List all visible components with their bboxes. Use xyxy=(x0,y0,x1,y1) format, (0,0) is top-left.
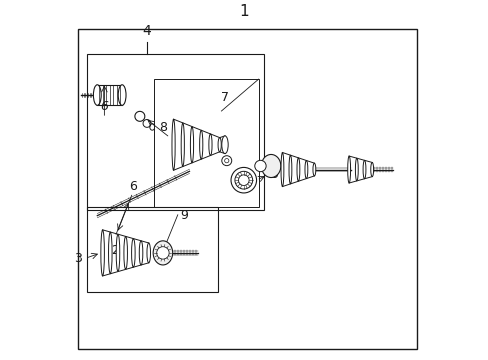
Ellipse shape xyxy=(190,127,193,163)
Ellipse shape xyxy=(118,85,126,105)
Text: 5: 5 xyxy=(270,168,279,181)
Ellipse shape xyxy=(312,163,315,176)
Text: 6: 6 xyxy=(128,180,137,193)
Bar xyxy=(86,207,218,292)
Ellipse shape xyxy=(281,153,284,186)
Ellipse shape xyxy=(199,130,203,159)
Ellipse shape xyxy=(153,241,172,265)
Bar xyxy=(86,54,264,210)
Ellipse shape xyxy=(218,138,221,152)
Text: 7: 7 xyxy=(221,91,229,104)
Ellipse shape xyxy=(181,123,184,167)
Text: 1: 1 xyxy=(239,4,249,19)
Text: 6: 6 xyxy=(100,100,108,113)
Ellipse shape xyxy=(363,160,365,179)
Bar xyxy=(154,79,258,207)
Ellipse shape xyxy=(222,136,228,154)
Ellipse shape xyxy=(305,161,307,179)
Ellipse shape xyxy=(123,237,127,269)
Text: 8: 8 xyxy=(159,121,166,134)
Circle shape xyxy=(254,160,265,172)
Ellipse shape xyxy=(208,134,212,156)
Ellipse shape xyxy=(93,85,101,105)
Ellipse shape xyxy=(230,167,256,193)
Ellipse shape xyxy=(172,119,175,170)
Ellipse shape xyxy=(355,158,358,181)
Ellipse shape xyxy=(156,247,169,259)
Ellipse shape xyxy=(370,162,373,177)
Circle shape xyxy=(224,158,228,163)
Ellipse shape xyxy=(147,243,150,263)
Ellipse shape xyxy=(116,234,120,271)
Circle shape xyxy=(222,156,231,166)
Text: 9: 9 xyxy=(180,209,188,222)
Ellipse shape xyxy=(261,154,280,177)
Text: 4: 4 xyxy=(142,24,151,38)
Text: 2: 2 xyxy=(111,244,119,257)
Ellipse shape xyxy=(108,232,112,274)
Ellipse shape xyxy=(296,158,299,181)
Text: 3: 3 xyxy=(74,252,82,265)
Ellipse shape xyxy=(234,171,252,189)
Ellipse shape xyxy=(131,239,135,267)
Ellipse shape xyxy=(238,175,248,185)
Ellipse shape xyxy=(139,241,142,265)
Ellipse shape xyxy=(101,230,104,276)
Ellipse shape xyxy=(347,156,350,183)
Ellipse shape xyxy=(288,155,291,184)
